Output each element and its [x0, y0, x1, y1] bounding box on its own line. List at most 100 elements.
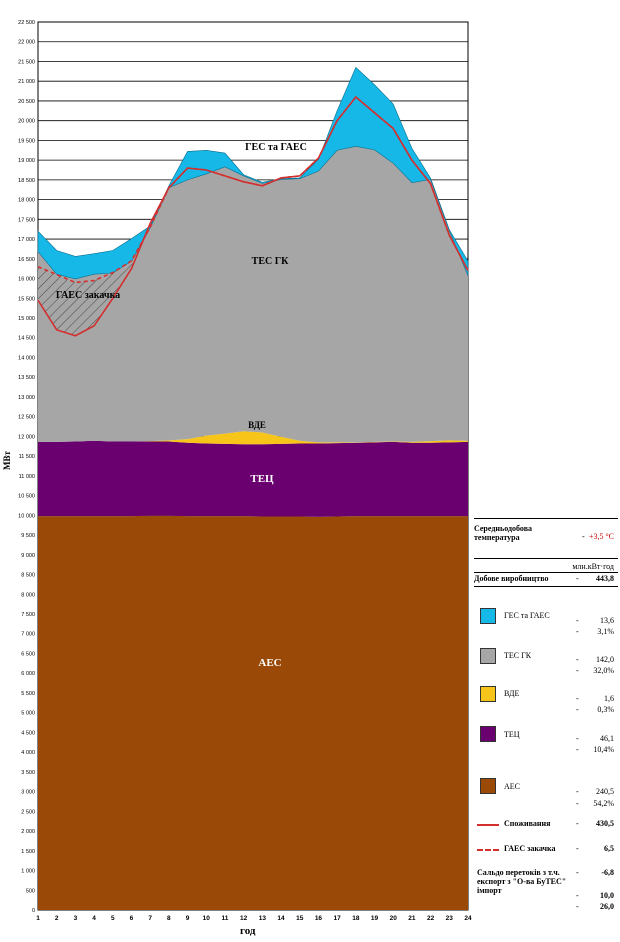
- legend-label-aes: АЕС: [504, 782, 520, 791]
- legend-line-consumption: [477, 824, 499, 826]
- temperature-value: +3,5 °С: [588, 532, 614, 541]
- legend-label-tes: ТЕС ГК: [504, 651, 532, 660]
- y-tick-label: 19 500: [18, 138, 35, 144]
- units-label: млн.кВт·год: [572, 562, 614, 571]
- y-tick-label: 6 000: [21, 671, 35, 677]
- y-tick-label: 17 000: [18, 237, 35, 243]
- area-ТЕС ГК: [38, 146, 468, 443]
- x-tick-label: 19: [371, 915, 379, 922]
- legend-swatch-vde: [480, 686, 496, 702]
- x-tick-label: 1: [36, 915, 40, 922]
- y-tick-label: 14 000: [18, 355, 35, 361]
- y-tick-label: 12 000: [18, 434, 35, 440]
- x-tick-label: 6: [130, 915, 134, 922]
- legend-share-vde: 0,3%: [597, 705, 614, 714]
- area-АЕС: [38, 515, 468, 910]
- y-tick-label: 9 000: [21, 553, 35, 559]
- x-tick-label: 3: [74, 915, 78, 922]
- y-tick-label: 7 500: [21, 612, 35, 618]
- area-label: ТЕС ГК: [252, 256, 289, 267]
- y-tick-label: 8 500: [21, 573, 35, 579]
- legend-swatch-tec: [480, 726, 496, 742]
- legend-value-aes: 240,5: [596, 787, 614, 796]
- y-tick-label: 1 000: [21, 869, 35, 875]
- y-tick-label: 10 500: [18, 494, 35, 500]
- y-tick-label: 21 000: [18, 79, 35, 85]
- legend-value-consumption: 430,5: [596, 819, 614, 828]
- y-tick-label: 500: [26, 888, 35, 894]
- legend-share-tec: 10,4%: [593, 745, 614, 754]
- legend-label-consumption: Споживання: [504, 819, 551, 828]
- daily-production-dash: -: [576, 574, 579, 583]
- x-tick-label: 4: [92, 915, 96, 922]
- y-tick-label: 22 500: [18, 20, 35, 26]
- x-tick-label: 7: [148, 915, 152, 922]
- y-tick-label: 0: [32, 908, 35, 914]
- y-tick-label: 9 500: [21, 533, 35, 539]
- y-tick-label: 15 000: [18, 316, 35, 322]
- y-tick-label: 18 500: [18, 178, 35, 184]
- panel-divider: [474, 586, 618, 587]
- y-tick-label: 4 000: [21, 750, 35, 756]
- y-tick-label: 4 500: [21, 730, 35, 736]
- y-tick-label: 20 500: [18, 99, 35, 105]
- legend-value-pump: 6,5: [604, 844, 614, 853]
- x-tick-label: 21: [408, 915, 416, 922]
- area-label: АЕС: [258, 657, 281, 669]
- x-tick-label: 23: [446, 915, 454, 922]
- line-Споживання: [37, 95, 469, 337]
- y-tick-label: 20 000: [18, 119, 35, 125]
- legend-dash: -: [576, 694, 579, 703]
- y-tick-label: 7 000: [21, 632, 35, 638]
- legend-dash: -: [576, 787, 579, 796]
- import-dash: -: [576, 902, 579, 911]
- export-value: 10,0: [600, 891, 614, 900]
- saldo-label: Сальдо перетоків з т.ч. експорт з "О-ва …: [477, 868, 567, 896]
- x-tick-label: 17: [334, 915, 342, 922]
- y-tick-label: 12 500: [18, 415, 35, 421]
- panel-divider: [474, 558, 618, 559]
- legend-label-pump: ГАЕС закачка: [504, 844, 556, 853]
- legend-share-aes: 54,2%: [593, 799, 614, 808]
- x-tick-label: 13: [259, 915, 267, 922]
- temperature-dash: -: [582, 532, 585, 541]
- y-tick-label: 21 500: [18, 59, 35, 65]
- x-tick-label: 10: [203, 915, 211, 922]
- y-tick-label: 3 000: [21, 790, 35, 796]
- legend-dash: -: [576, 666, 579, 675]
- legend-swatch-aes: [480, 778, 496, 794]
- legend-share-ges: 3,1%: [597, 627, 614, 636]
- x-axis-label: год: [240, 925, 256, 937]
- x-tick-label: 16: [315, 915, 323, 922]
- y-axis-label: МВт: [2, 451, 12, 470]
- area-label: ВДЕ: [248, 420, 266, 430]
- legend-value-ges: 13,6: [600, 616, 614, 625]
- x-tick-label: 11: [222, 915, 229, 922]
- legend-label-vde: ВДЕ: [504, 689, 520, 698]
- legend-dash: -: [576, 616, 579, 625]
- legend-dash: -: [576, 627, 579, 636]
- x-tick-label: 24: [464, 915, 472, 922]
- y-tick-label: 3 500: [21, 770, 35, 776]
- legend-dash: -: [576, 799, 579, 808]
- temperature-label: Середньодобова температура: [474, 524, 533, 543]
- y-tick-label: 10 000: [18, 513, 35, 519]
- summary-panel: Середньодобова температура - +3,5 °С млн…: [474, 518, 618, 938]
- x-tick-label: 9: [186, 915, 190, 922]
- daily-production-value: 443,8: [596, 574, 614, 583]
- legend-dash: -: [576, 655, 579, 664]
- export-dash: -: [576, 891, 579, 900]
- legend-dash: -: [576, 844, 579, 853]
- daily-production-label: Добове виробництво: [474, 574, 549, 583]
- legend-line-pump: [477, 849, 499, 851]
- y-tick-label: 5 000: [21, 711, 35, 717]
- legend-dash: -: [576, 745, 579, 754]
- y-tick-label: 17 500: [18, 217, 35, 223]
- legend-value-tes: 142,0: [596, 655, 614, 664]
- y-tick-label: 13 500: [18, 375, 35, 381]
- x-tick-label: 2: [55, 915, 59, 922]
- panel-divider: [474, 572, 618, 573]
- x-tick-label: 8: [167, 915, 171, 922]
- saldo-value: -6,8: [601, 868, 614, 877]
